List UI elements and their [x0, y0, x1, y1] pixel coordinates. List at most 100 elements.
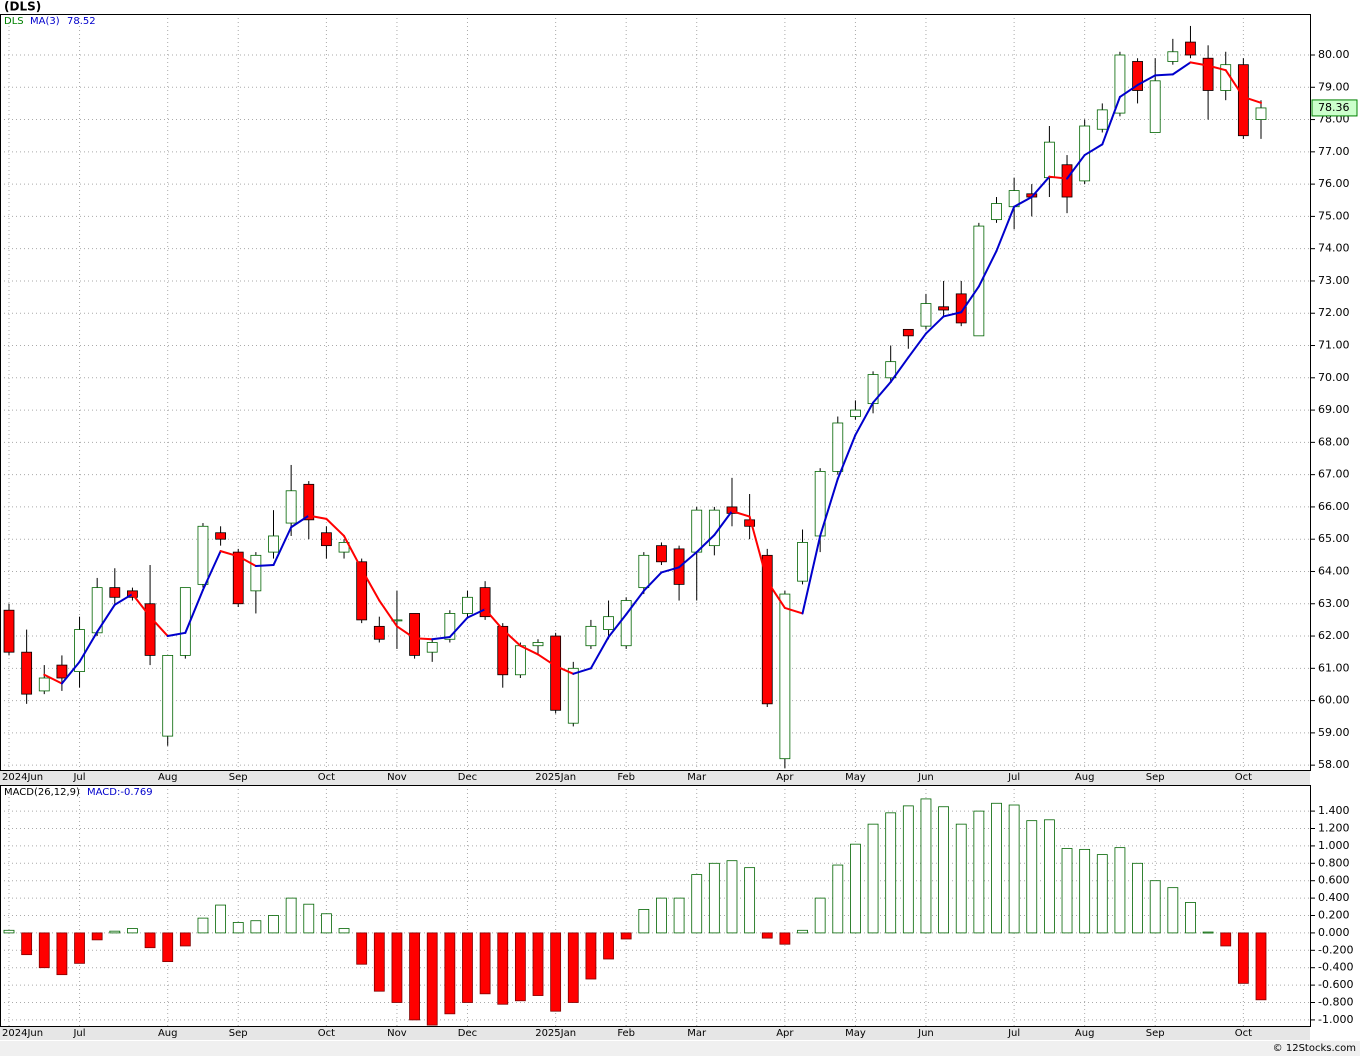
macd-bar — [444, 932, 456, 1015]
y-tick-label: 1.200 — [1318, 822, 1350, 835]
y-tick-label: -1.000 — [1318, 1013, 1353, 1026]
x-tick-label: Jun — [917, 1028, 934, 1039]
ma-line — [201, 550, 222, 591]
macd-bar — [779, 932, 791, 945]
ma-line — [607, 613, 628, 639]
x-tick-label: Jul — [1007, 1028, 1020, 1039]
ma-line — [678, 551, 698, 569]
y-tick-label: 69.00 — [1318, 403, 1350, 416]
ma-line — [995, 205, 1016, 252]
ma-line — [1136, 74, 1157, 87]
y-tick-label: 70.00 — [1318, 371, 1350, 384]
footer-band — [0, 1041, 1360, 1056]
ma-line — [801, 534, 822, 615]
candle-body — [373, 625, 385, 640]
macd-bar — [3, 929, 15, 934]
x-tick-label: Sep — [1146, 1028, 1165, 1039]
candle-body — [761, 554, 773, 705]
ma-line — [854, 401, 875, 436]
candle-body — [268, 535, 279, 553]
ma-line — [78, 630, 99, 663]
candle-body — [514, 645, 526, 676]
x-tick-label: Aug — [158, 1028, 178, 1039]
y-tick-label: 67.00 — [1318, 468, 1350, 481]
y-tick-label: 0.400 — [1318, 891, 1350, 904]
candle-body — [21, 651, 33, 695]
price-tag-label: 78.36 — [1318, 101, 1350, 114]
candle-body — [1202, 57, 1214, 91]
candle-body — [356, 561, 368, 621]
candle-body — [902, 328, 914, 337]
candle-body — [1132, 61, 1143, 91]
macd-bar — [832, 864, 844, 934]
ma-line — [695, 534, 716, 554]
candle-body — [938, 306, 949, 311]
macd-bar — [1255, 932, 1267, 1001]
candle-body — [74, 629, 85, 672]
candle-body — [1185, 41, 1196, 56]
ma-line — [537, 653, 557, 668]
x-tick-label: Mar — [687, 1028, 707, 1039]
macd-bar — [1008, 804, 1020, 934]
x-tick-label: Jul — [72, 772, 85, 783]
legend-value: 78.52 — [67, 16, 96, 27]
ma-line — [501, 628, 522, 647]
x-axis-band — [0, 770, 1310, 785]
ma-line — [1101, 95, 1121, 146]
x-tick-label: Jul — [1007, 772, 1020, 783]
macd-bar — [479, 932, 491, 995]
ma-line — [290, 514, 310, 529]
macd-bar — [197, 917, 209, 934]
ma-line — [184, 588, 204, 634]
macd-bar — [426, 932, 438, 1026]
candle-body — [532, 642, 544, 647]
macd-bar — [938, 806, 949, 934]
candle-body — [1061, 164, 1073, 198]
candle-body — [56, 664, 68, 679]
macd-bar — [955, 823, 967, 934]
macd-bar — [1114, 847, 1126, 934]
ma-line — [1224, 69, 1245, 98]
ma-line — [642, 571, 663, 592]
candle-body — [232, 551, 244, 605]
x-tick-label: May — [845, 772, 866, 783]
x-tick-label: Apr — [776, 1028, 794, 1039]
price-tag — [1311, 99, 1358, 117]
macd-bar — [250, 920, 262, 934]
candle-body — [832, 422, 844, 472]
ma-line — [766, 580, 786, 609]
macd-bar — [1237, 932, 1249, 984]
ma-line — [872, 380, 892, 404]
ma-line — [378, 599, 398, 628]
x-tick-label: Sep — [1146, 772, 1165, 783]
y-tick-label: 80.00 — [1318, 48, 1350, 61]
chart-title: (DLS) — [4, 0, 41, 14]
macd-title: MACD(26,12,9) — [4, 787, 80, 798]
x-tick-label: May — [845, 1028, 866, 1039]
macd-bar — [91, 932, 103, 941]
macd-bar — [179, 932, 191, 947]
macd-bar — [56, 932, 68, 976]
x-tick-label: Dec — [458, 1028, 477, 1039]
candle-body — [303, 483, 315, 521]
ma-line — [783, 606, 804, 615]
x-tick-label: Jun — [917, 772, 934, 783]
candle-body — [955, 293, 967, 324]
footer: © 12Stocks.com — [1273, 1043, 1356, 1054]
x-tick-label: Feb — [617, 772, 635, 783]
y-tick-label: 1.400 — [1318, 804, 1350, 817]
ma-line — [413, 637, 434, 641]
legend-label: DLS — [4, 16, 24, 27]
plot-frame — [0, 14, 1311, 771]
candle-body — [426, 642, 438, 653]
candle-body — [179, 587, 191, 656]
candle-body — [620, 600, 632, 647]
ma-line — [466, 608, 487, 619]
macd-bar — [638, 909, 650, 934]
macd-bar — [1026, 820, 1038, 934]
macd-bar — [620, 932, 632, 940]
ma-line — [395, 625, 416, 640]
macd-bar — [497, 932, 509, 1005]
y-tick-label: -0.200 — [1318, 943, 1353, 956]
candle-body — [708, 509, 720, 547]
